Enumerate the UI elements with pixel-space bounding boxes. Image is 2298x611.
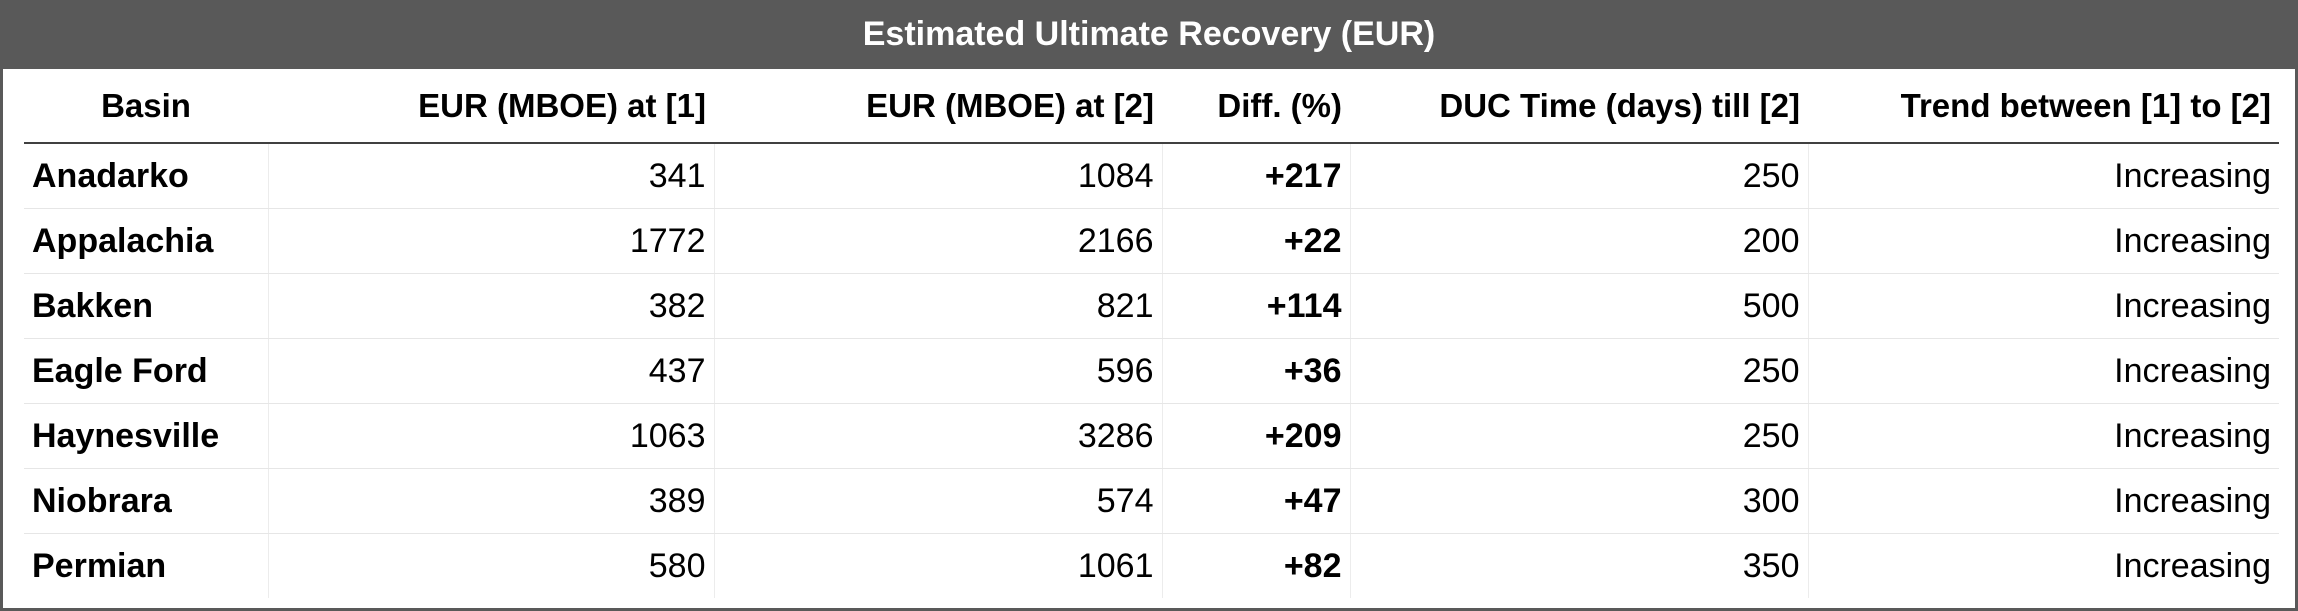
eur-table: Basin EUR (MBOE) at [1] EUR (MBOE) at [2… xyxy=(24,69,2279,598)
cell-eur-2: 2166 xyxy=(714,208,1163,274)
cell-basin: Bakken xyxy=(24,273,269,339)
cell-trend: Increasing xyxy=(1808,338,2279,404)
cell-basin: Permian xyxy=(24,533,269,598)
cell-eur-1: 341 xyxy=(268,143,715,209)
table-row: Haynesville 1063 3286 +209 250 Increasin… xyxy=(24,403,2279,469)
cell-trend: Increasing xyxy=(1808,273,2279,339)
cell-eur-1: 389 xyxy=(268,468,715,534)
cell-eur-1: 1772 xyxy=(268,208,715,274)
cell-trend: Increasing xyxy=(1808,468,2279,534)
column-header-duc-time: DUC Time (days) till [2] xyxy=(1350,69,1808,144)
cell-trend: Increasing xyxy=(1808,403,2279,469)
cell-duc-time: 300 xyxy=(1350,468,1809,534)
cell-eur-2: 574 xyxy=(714,468,1163,534)
column-header-eur-2: EUR (MBOE) at [2] xyxy=(714,69,1162,144)
cell-diff: +82 xyxy=(1162,533,1351,598)
cell-trend: Increasing xyxy=(2114,546,2271,585)
cell-duc-time: 250 xyxy=(1350,143,1809,209)
cell-diff: +114 xyxy=(1162,273,1351,339)
cell-duc-time: 200 xyxy=(1350,208,1809,274)
cell-eur-2: 596 xyxy=(714,338,1163,404)
cell-eur-1: 382 xyxy=(268,273,715,339)
table-row: Permian 580 1061 +82 350 Increasing xyxy=(24,533,2279,598)
cell-eur-1: 580 xyxy=(268,533,715,598)
cell-eur-1: 1063 xyxy=(268,403,715,469)
cell-eur-1: 437 xyxy=(268,338,715,404)
table-row: Anadarko 341 1084 +217 250 Increasing xyxy=(24,143,2279,209)
header-row: Basin EUR (MBOE) at [1] EUR (MBOE) at [2… xyxy=(24,69,2279,144)
column-header-eur-1: EUR (MBOE) at [1] xyxy=(268,69,714,144)
cell-diff: +36 xyxy=(1162,338,1351,404)
cell-diff: +217 xyxy=(1162,143,1351,209)
cell-basin: Appalachia xyxy=(24,208,269,274)
cell-eur-2: 1061 xyxy=(714,533,1163,598)
cell-diff: +209 xyxy=(1162,403,1351,469)
cell-basin: Anadarko xyxy=(24,143,269,209)
cell-duc-time: 500 xyxy=(1350,273,1809,339)
table-row: Niobrara 389 574 +47 300 Increasing xyxy=(24,468,2279,534)
cell-duc-time: 250 xyxy=(1350,338,1809,404)
cell-basin: Niobrara xyxy=(24,468,269,534)
table-row: Appalachia 1772 2166 +22 200 Increasing xyxy=(24,208,2279,274)
cell-diff: +22 xyxy=(1162,208,1351,274)
cell-basin: Haynesville xyxy=(24,403,269,469)
cell-basin: Eagle Ford xyxy=(24,338,269,404)
cell-trend: Increasing xyxy=(1808,143,2279,209)
column-header-diff: Diff. (%) xyxy=(1162,69,1350,144)
cell-eur-2: 3286 xyxy=(714,403,1163,469)
table-title: Estimated Ultimate Recovery (EUR) xyxy=(3,0,2295,69)
cell-eur-2: 821 xyxy=(714,273,1163,339)
cell-diff: +47 xyxy=(1162,468,1351,534)
cell-duc-time: 250 xyxy=(1350,403,1809,469)
table-row: Bakken 382 821 +114 500 Increasing xyxy=(24,273,2279,339)
cell-duc-time: 350 xyxy=(1350,533,1809,598)
table-container: Basin EUR (MBOE) at [1] EUR (MBOE) at [2… xyxy=(3,69,2295,598)
cell-trend: Increasing xyxy=(1808,208,2279,274)
table-row: Eagle Ford 437 596 +36 250 Increasing xyxy=(24,338,2279,404)
column-header-basin: Basin xyxy=(24,69,268,144)
cell-eur-2: 1084 xyxy=(714,143,1163,209)
column-header-trend: Trend between [1] to [2] xyxy=(1808,69,2279,144)
